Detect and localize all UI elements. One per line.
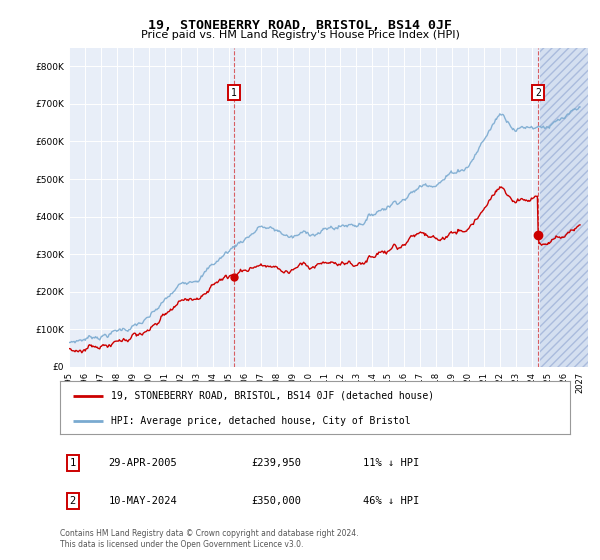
Text: 11% ↓ HPI: 11% ↓ HPI — [364, 458, 420, 468]
Text: 19, STONEBERRY ROAD, BRISTOL, BS14 0JF: 19, STONEBERRY ROAD, BRISTOL, BS14 0JF — [148, 18, 452, 32]
Text: 1: 1 — [231, 88, 237, 97]
Text: £239,950: £239,950 — [251, 458, 301, 468]
Text: 19, STONEBERRY ROAD, BRISTOL, BS14 0JF (detached house): 19, STONEBERRY ROAD, BRISTOL, BS14 0JF (… — [111, 391, 434, 401]
Text: 29-APR-2005: 29-APR-2005 — [109, 458, 177, 468]
Text: 1: 1 — [70, 458, 76, 468]
Text: 46% ↓ HPI: 46% ↓ HPI — [364, 496, 420, 506]
Text: Price paid vs. HM Land Registry's House Price Index (HPI): Price paid vs. HM Land Registry's House … — [140, 30, 460, 40]
Text: 2: 2 — [70, 496, 76, 506]
Text: £350,000: £350,000 — [251, 496, 301, 506]
Text: HPI: Average price, detached house, City of Bristol: HPI: Average price, detached house, City… — [111, 416, 410, 426]
Text: Contains HM Land Registry data © Crown copyright and database right 2024.
This d: Contains HM Land Registry data © Crown c… — [60, 529, 359, 549]
Text: 10-MAY-2024: 10-MAY-2024 — [109, 496, 177, 506]
Text: 2: 2 — [535, 88, 541, 97]
